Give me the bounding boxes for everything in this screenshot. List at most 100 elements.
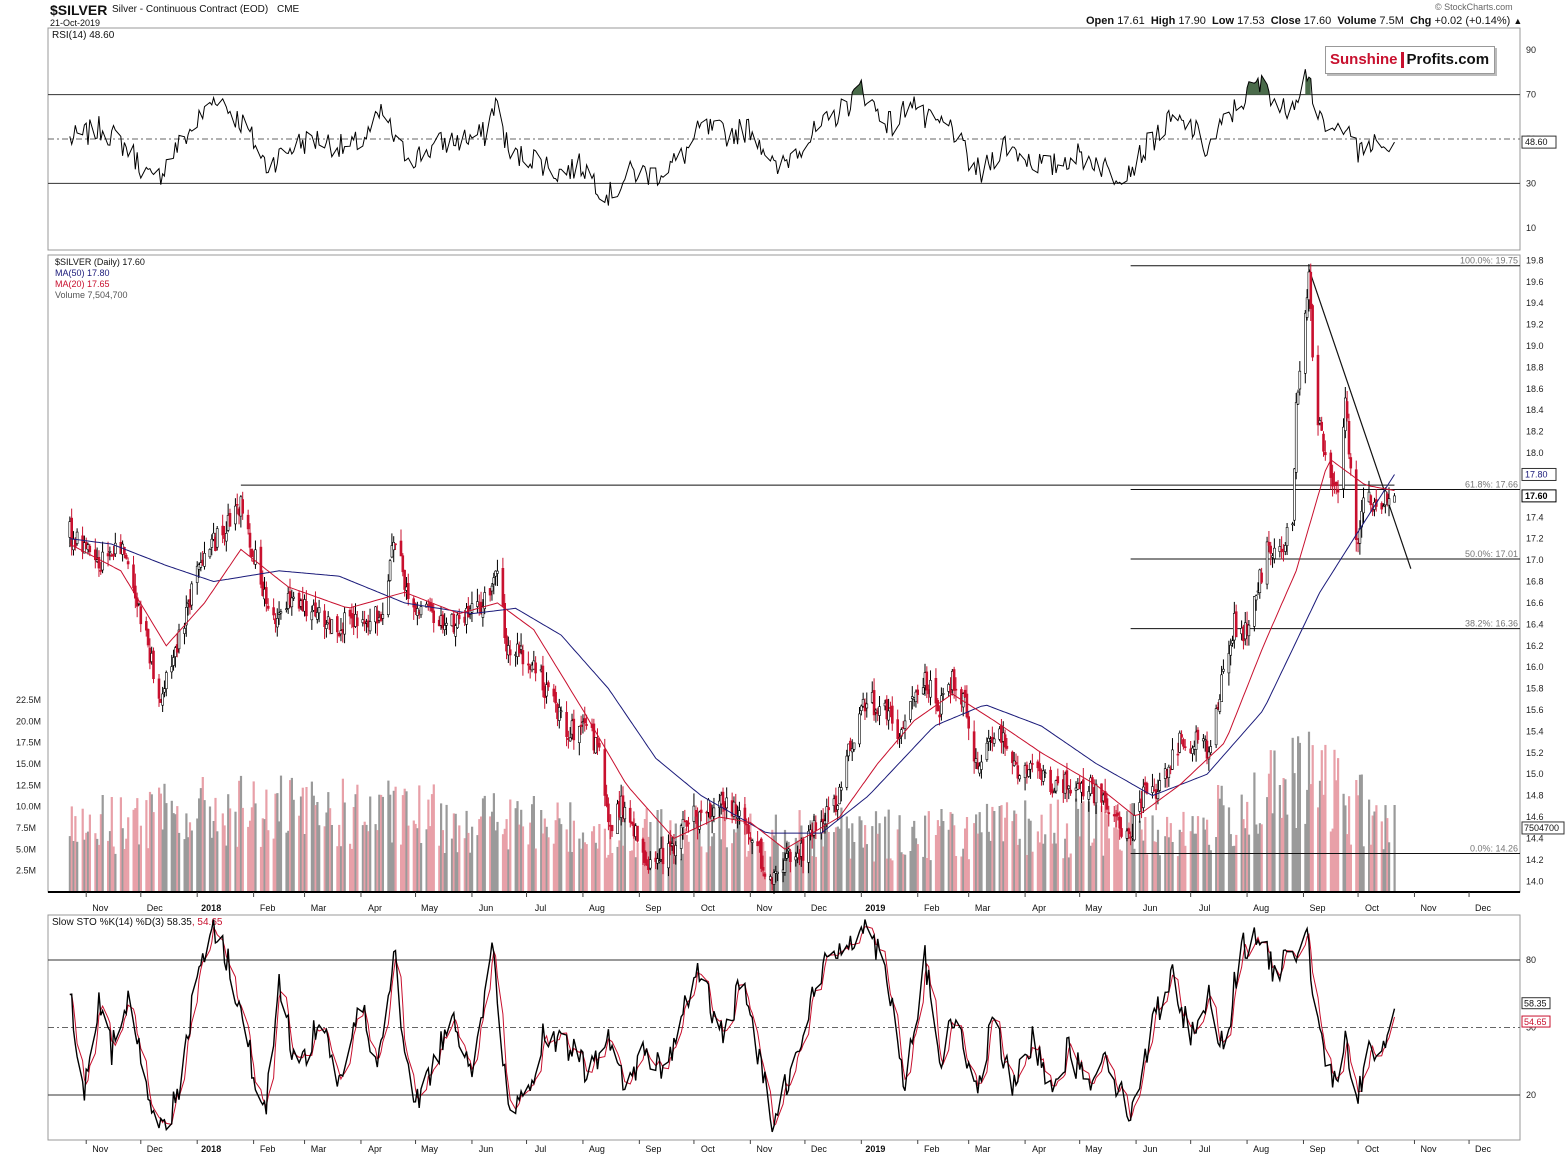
- candle-body: [1038, 763, 1041, 772]
- candle-body: [250, 548, 254, 557]
- candle-body: [1167, 766, 1171, 779]
- volume-bar: [733, 829, 736, 892]
- candle-body: [801, 838, 805, 861]
- candle-body: [454, 625, 457, 637]
- sto-x-tick-label: Sep: [1309, 1144, 1325, 1154]
- volume-bar: [683, 828, 686, 892]
- volume-bar: [125, 838, 128, 892]
- sto-x-tick-label: Sep: [645, 1144, 661, 1154]
- price-tick-label: 15.0: [1526, 769, 1544, 779]
- candle-body: [1042, 770, 1045, 782]
- sto-x-tick-label: Nov: [756, 1144, 773, 1154]
- volume-bar: [458, 825, 461, 892]
- candle-body: [1056, 776, 1060, 784]
- volume-bar: [1220, 785, 1223, 892]
- candle-body: [412, 598, 416, 608]
- volume-bar: [210, 837, 213, 892]
- candle-body: [315, 612, 319, 620]
- volume-bar: [1282, 778, 1285, 892]
- candle-body: [1253, 596, 1256, 627]
- candle-body: [392, 541, 396, 551]
- volume-bar: [208, 806, 212, 892]
- volume-bar: [1278, 785, 1281, 892]
- volume-bar: [216, 831, 219, 892]
- candle-body: [1183, 746, 1187, 749]
- volume-bar: [108, 831, 112, 892]
- volume-bar: [578, 838, 581, 892]
- price-tick-label: 14.4: [1526, 833, 1544, 843]
- volume-bar: [940, 809, 943, 892]
- price-tick-label: 14.6: [1526, 812, 1544, 822]
- candle-body: [445, 622, 448, 626]
- volume-bar: [545, 826, 548, 892]
- volume-tick-label: 5.0M: [16, 844, 36, 854]
- volume-bar: [618, 840, 621, 892]
- volume-bar: [68, 836, 71, 892]
- candle-body: [248, 532, 252, 548]
- volume-bar: [518, 824, 521, 892]
- volume-bar: [1337, 758, 1340, 892]
- volume-bar: [450, 838, 454, 892]
- volume-bar: [911, 826, 914, 892]
- volume-bar: [94, 833, 97, 892]
- candle-body: [1171, 749, 1174, 770]
- volume-bar: [172, 813, 175, 892]
- volume-bar: [361, 825, 364, 892]
- volume-bar: [314, 805, 317, 892]
- volume-bar: [199, 788, 202, 892]
- volume-bar: [811, 856, 814, 892]
- price-tick-label: 19.6: [1526, 277, 1544, 287]
- candle-body: [1049, 769, 1052, 793]
- volume-bar: [407, 825, 410, 892]
- price-x-tick-label: Oct: [701, 903, 716, 913]
- candle-body: [1067, 785, 1071, 789]
- candle-body: [681, 819, 685, 829]
- volume-bar: [132, 809, 135, 892]
- volume-bar: [534, 848, 537, 892]
- candle-body: [1309, 271, 1313, 309]
- candle-body: [887, 710, 890, 721]
- candle-body: [807, 830, 810, 863]
- volume-bar: [367, 831, 370, 892]
- volume-bar: [214, 797, 217, 892]
- volume-bar: [707, 811, 710, 892]
- volume-bar: [751, 838, 754, 892]
- volume-bar: [975, 814, 978, 892]
- candle-body: [772, 872, 776, 885]
- volume-bar: [734, 832, 737, 892]
- candle-body: [621, 795, 625, 816]
- candle-body: [1349, 457, 1353, 469]
- volume-bar: [139, 825, 142, 892]
- volume-bar: [174, 814, 177, 892]
- volume-bar: [203, 800, 206, 892]
- volume-bar: [76, 841, 79, 892]
- candle-body: [1284, 545, 1287, 552]
- candle-body: [310, 611, 314, 621]
- price-tick-label: 15.8: [1526, 684, 1544, 694]
- candle-body: [1209, 746, 1212, 753]
- candle-body: [1043, 772, 1047, 775]
- candle-body: [279, 611, 283, 614]
- volume-bar: [529, 822, 532, 892]
- volume-bar: [119, 797, 122, 892]
- volume-bar: [682, 853, 685, 892]
- candle-body: [123, 546, 126, 555]
- volume-bar: [620, 815, 623, 892]
- volume-bar: [478, 819, 481, 892]
- candle-body: [317, 607, 321, 614]
- volume-bar: [1382, 849, 1385, 892]
- volume-bar: [823, 814, 827, 892]
- volume-tick-label: 12.5M: [16, 780, 41, 790]
- candle-body: [974, 758, 978, 763]
- sto-x-tick-label: Nov: [92, 1144, 109, 1154]
- candle-body: [1369, 495, 1373, 506]
- candle-body: [748, 837, 752, 840]
- volume-bar: [853, 842, 856, 892]
- candle-body: [290, 597, 294, 608]
- volume-bar: [427, 799, 430, 892]
- candle-body: [545, 684, 548, 697]
- volume-bar: [452, 813, 455, 892]
- volume-bar: [316, 802, 319, 892]
- volume-bar: [1217, 785, 1220, 892]
- candle-body: [165, 672, 168, 690]
